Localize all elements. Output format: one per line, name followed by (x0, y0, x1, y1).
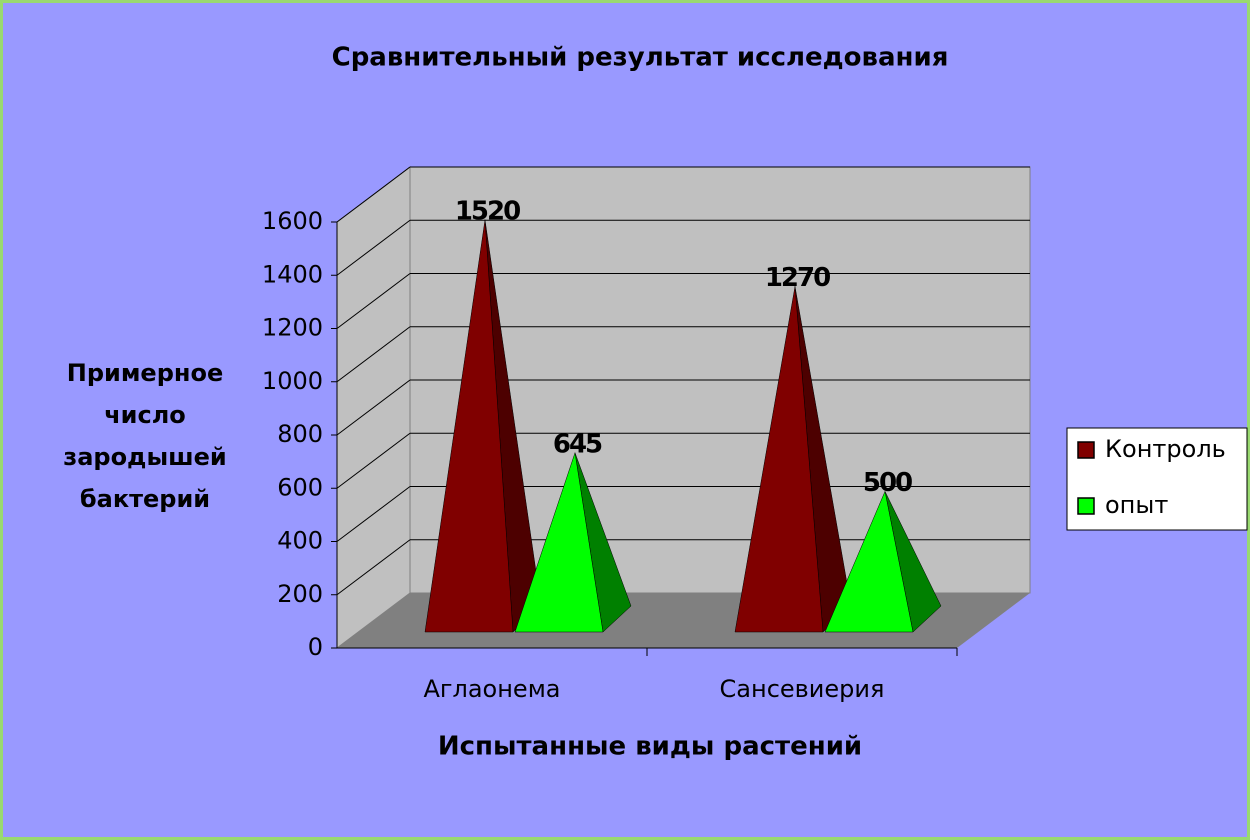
grid-line (336, 379, 411, 436)
grid-line (336, 539, 411, 596)
y-tick-label: 600 (277, 473, 323, 501)
legend-label: Контроль (1105, 435, 1226, 463)
y-tick-label: 1400 (262, 260, 323, 288)
y-tick-label: 200 (277, 580, 323, 608)
grid-line (336, 486, 411, 542)
y-axis-title: Примерное число зародышей бактерий (63, 359, 227, 513)
data-label: 500 (863, 468, 912, 498)
legend-swatch (1077, 497, 1095, 515)
grid-line (336, 432, 411, 489)
legend (1066, 427, 1248, 531)
legend-swatch (1077, 441, 1095, 459)
data-label: 1270 (765, 263, 830, 293)
data-label: 1520 (455, 196, 520, 226)
x-axis-title: Испытанные виды растений (438, 732, 862, 762)
y-tick-label: 1200 (262, 314, 323, 342)
grid-line (336, 273, 411, 329)
y-tick-label: 400 (277, 527, 323, 555)
grid-line (336, 326, 411, 383)
pyramid-front (424, 219, 514, 633)
legend-label: опыт (1105, 491, 1168, 519)
y-tick-label: 0 (308, 633, 323, 661)
chart-title: Сравнительный результат исследования (332, 43, 949, 73)
x-tick-label: Аглаонема (423, 675, 560, 703)
pyramid-front (514, 452, 604, 633)
data-label: 645 (553, 429, 602, 459)
x-tick-label: Сансевиерия (720, 675, 885, 703)
y-tick-label: 1600 (262, 207, 323, 235)
pyramid-front (824, 490, 914, 633)
y-tick-label: 800 (277, 420, 323, 448)
grid-line (336, 219, 411, 276)
y-tick-label: 1000 (262, 367, 323, 395)
pyramid-front (734, 286, 824, 633)
grid-line (336, 166, 411, 223)
